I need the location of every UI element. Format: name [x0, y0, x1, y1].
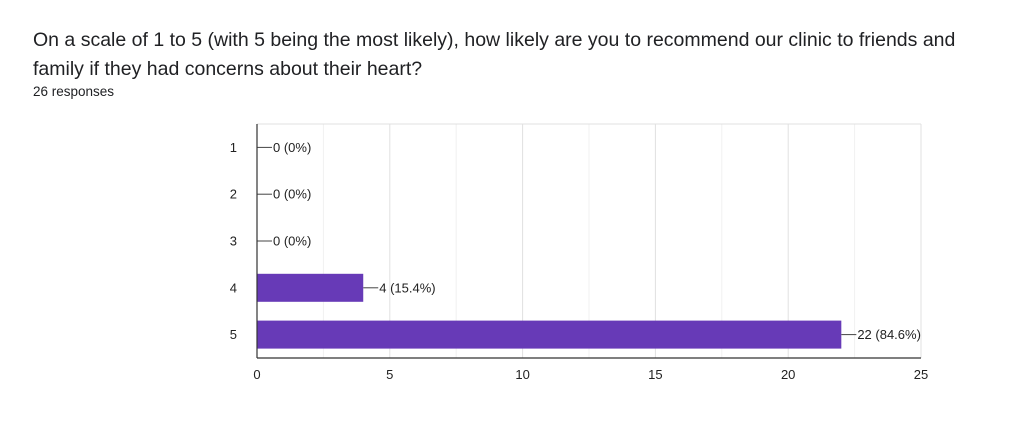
response-count: 26 responses — [33, 84, 115, 99]
category-label-3: 3 — [230, 234, 237, 249]
question-title: On a scale of 1 to 5 (with 5 being the m… — [33, 29, 956, 80]
x-tick-label-15: 15 — [648, 367, 662, 382]
data-label-4: 4 (15.4%) — [379, 280, 435, 295]
bar-4 — [257, 273, 364, 302]
x-tick-label-5: 5 — [386, 367, 393, 382]
bar-5 — [257, 320, 842, 349]
x-tick-label-25: 25 — [914, 367, 928, 382]
x-tick-label-0: 0 — [253, 367, 260, 382]
data-label-2: 0 (0%) — [273, 187, 311, 202]
category-label-4: 4 — [230, 280, 237, 295]
axes: 1 2 3 4 5 0 5 10 15 20 25 — [230, 124, 928, 382]
x-tick-label-20: 20 — [781, 367, 795, 382]
category-label-1: 1 — [230, 140, 237, 155]
category-label-2: 2 — [230, 187, 237, 202]
data-label-1: 0 (0%) — [273, 140, 311, 155]
gridlines — [257, 123, 922, 358]
bars — [257, 273, 842, 349]
x-tick-label-10: 10 — [515, 367, 529, 382]
data-label-5: 22 (84.6%) — [857, 327, 921, 342]
data-label-3: 0 (0%) — [273, 234, 311, 249]
data-labels: 0 (0%) 0 (0%) 0 (0%) 4 (15.4%) 22 (84.6%) — [257, 140, 921, 342]
category-label-5: 5 — [230, 327, 237, 342]
